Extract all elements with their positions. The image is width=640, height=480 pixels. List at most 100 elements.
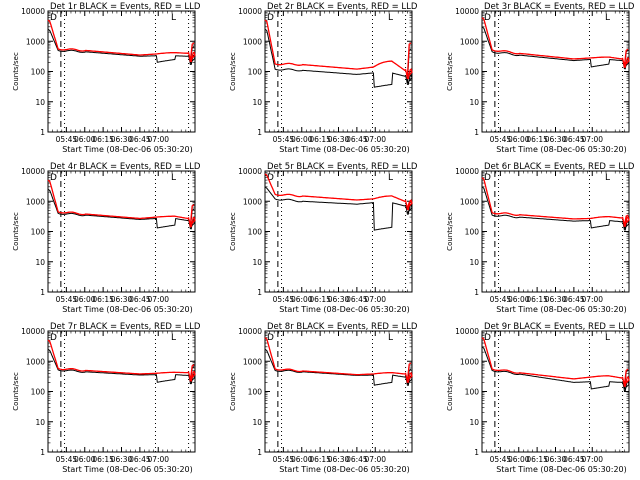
x-tick-label: 05:45 (56, 455, 78, 464)
y-tick-label: 1000 (243, 197, 262, 206)
x-tick-label: 07:00 (147, 295, 169, 304)
panel-title: Det 8r BLACK = Events, RED = LLD (267, 322, 418, 332)
corner-label-left: D (267, 13, 274, 23)
y-tick-label: 100 (465, 228, 480, 237)
events-series-line (481, 186, 630, 231)
x-tick-label: 06:15 (92, 295, 114, 304)
x-axis-label: Start Time (08-Dec-06 05:30:20) (279, 145, 410, 154)
y-tick-label: 1 (474, 448, 479, 457)
x-tick-label: 06:30 (111, 455, 133, 464)
y-tick-label: 1000 (460, 197, 479, 206)
plot-frame (264, 170, 413, 293)
y-tick-label: 10 (35, 418, 45, 427)
plot-frame (47, 10, 196, 133)
corner-label-right: L (388, 13, 393, 23)
x-tick-label: 06:30 (545, 295, 567, 304)
detector-panel: Det 6r BLACK = Events, RED = LLD 1 10 100 10… (446, 162, 635, 314)
x-tick-label: 06:15 (526, 455, 548, 464)
y-tick-label: 100 (248, 388, 263, 397)
panel-title: Det 7r BLACK = Events, RED = LLD (50, 322, 201, 332)
y-tick-label: 1 (40, 448, 45, 457)
y-tick-label: 1 (257, 448, 262, 457)
x-tick-label: 06:30 (328, 455, 350, 464)
x-tick-label: 06:45 (563, 135, 585, 144)
corner-label-right: L (171, 173, 176, 183)
y-axis-label: Counts/sec (12, 212, 20, 251)
y-axis-label: Counts/sec (229, 372, 237, 411)
y-tick-label: 10000 (455, 327, 479, 336)
y-tick-label: 10 (469, 418, 479, 427)
corner-label-right: L (605, 13, 610, 23)
x-tick-label: 06:45 (346, 455, 368, 464)
x-tick-label: 05:45 (56, 135, 78, 144)
y-axis-label: Counts/sec (446, 212, 454, 251)
x-tick-label: 06:00 (291, 135, 313, 144)
y-axis-label: Counts/sec (229, 52, 237, 91)
x-axis-label: Start Time (08-Dec-06 05:30:20) (496, 465, 627, 474)
lld-series-line (47, 179, 196, 228)
corner-label-left: D (50, 333, 57, 343)
lld-series-line (481, 337, 630, 387)
corner-label-right: L (171, 13, 176, 23)
panel-title: Det 4r BLACK = Events, RED = LLD (50, 162, 201, 172)
corner-label-left: D (50, 173, 57, 183)
detector-panel: Det 7r BLACK = Events, RED = LLD 1 10 100 10… (12, 322, 201, 474)
x-tick-label: 06:15 (92, 455, 114, 464)
y-axis-label: Counts/sec (12, 52, 20, 91)
y-tick-label: 1000 (243, 37, 262, 46)
x-tick-label: 06:00 (291, 455, 313, 464)
x-axis-label: Start Time (08-Dec-06 05:30:20) (496, 305, 627, 314)
x-tick-label: 06:15 (309, 455, 331, 464)
lld-series-line (47, 19, 196, 63)
y-tick-label: 10000 (21, 7, 45, 16)
y-tick-label: 10 (252, 258, 262, 267)
y-tick-label: 100 (248, 228, 263, 237)
y-tick-label: 10000 (238, 167, 262, 176)
y-tick-label: 10000 (21, 327, 45, 336)
y-tick-label: 1 (40, 288, 45, 297)
x-tick-label: 06:45 (129, 455, 151, 464)
x-tick-label: 06:00 (508, 295, 530, 304)
y-tick-label: 1 (40, 128, 45, 137)
corner-label-left: D (267, 333, 274, 343)
corner-label-right: L (605, 173, 610, 183)
x-tick-label: 06:45 (346, 135, 368, 144)
x-tick-label: 06:15 (526, 135, 548, 144)
lld-series-line (481, 177, 630, 227)
x-tick-label: 05:45 (56, 295, 78, 304)
corner-label-left: D (484, 333, 491, 343)
y-tick-label: 1000 (26, 197, 45, 206)
x-tick-label: 06:30 (545, 135, 567, 144)
x-tick-label: 06:45 (129, 135, 151, 144)
x-tick-label: 06:15 (309, 135, 331, 144)
x-tick-label: 06:30 (545, 455, 567, 464)
lld-series-line (264, 173, 413, 211)
y-tick-label: 10000 (21, 167, 45, 176)
y-tick-label: 10000 (455, 167, 479, 176)
y-axis-label: Counts/sec (446, 52, 454, 91)
x-tick-label: 06:30 (111, 135, 133, 144)
x-tick-label: 06:15 (309, 295, 331, 304)
x-axis-label: Start Time (08-Dec-06 05:30:20) (62, 465, 193, 474)
x-tick-label: 07:00 (581, 455, 603, 464)
x-tick-label: 06:30 (111, 295, 133, 304)
events-series-line (47, 28, 196, 65)
detector-panel: Det 4r BLACK = Events, RED = LLD 1 10 100 10… (12, 162, 201, 314)
y-tick-label: 10 (469, 98, 479, 107)
y-tick-label: 1 (257, 128, 262, 137)
y-tick-label: 100 (31, 228, 46, 237)
y-tick-label: 10 (35, 98, 45, 107)
y-axis-label: Counts/sec (446, 372, 454, 411)
plot-frame (481, 330, 630, 453)
y-tick-label: 1000 (460, 37, 479, 46)
corner-label-left: D (484, 13, 491, 23)
corner-label-right: L (171, 333, 176, 343)
y-tick-label: 1 (257, 288, 262, 297)
x-axis-label: Start Time (08-Dec-06 05:30:20) (279, 465, 410, 474)
x-tick-label: 07:00 (147, 455, 169, 464)
x-tick-label: 06:45 (563, 295, 585, 304)
y-tick-label: 10000 (238, 327, 262, 336)
x-tick-label: 06:30 (328, 295, 350, 304)
plot-frame (481, 10, 630, 133)
events-series-line (481, 26, 630, 70)
